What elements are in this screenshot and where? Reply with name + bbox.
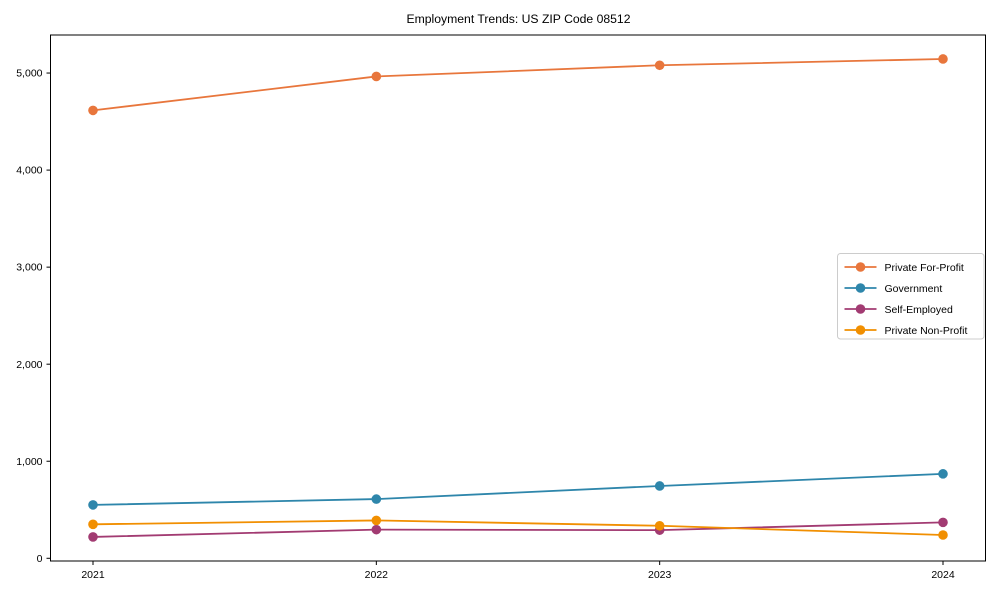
legend-marker-government xyxy=(855,283,866,293)
x-tick-label: 2022 xyxy=(365,569,389,581)
legend-label-private-non-profit: Private Non-Profit xyxy=(885,325,968,337)
legend-label-self-employed: Self-Employed xyxy=(885,304,953,316)
series-marker-private-for-profit xyxy=(938,54,948,64)
y-tick-label: 2,000 xyxy=(16,359,42,371)
legend-label-government: Government xyxy=(885,283,943,295)
series-marker-government xyxy=(371,494,382,504)
legend-marker-private-non-profit xyxy=(855,325,866,335)
x-tick-label: 2024 xyxy=(931,569,955,581)
legend-marker-private-for-profit xyxy=(855,262,866,272)
y-tick-label: 3,000 xyxy=(16,262,42,274)
series-line-private-for-profit xyxy=(92,58,944,112)
series-marker-private-non-profit xyxy=(88,519,98,530)
y-tick-label: 0 xyxy=(37,553,43,565)
series-marker-private-non-profit xyxy=(371,515,382,526)
x-tick-label: 2023 xyxy=(648,569,672,581)
chart-title: Employment Trends: US ZIP Code 08512 xyxy=(406,12,631,26)
series-marker-self-employed xyxy=(371,524,382,535)
series-marker-private-for-profit xyxy=(88,105,98,116)
legend-box xyxy=(837,253,985,340)
series-marker-private-non-profit xyxy=(938,530,948,540)
series-marker-government xyxy=(88,500,98,510)
series-marker-self-employed xyxy=(88,532,98,542)
series-line-private-non-profit xyxy=(92,519,944,536)
y-tick-label: 4,000 xyxy=(16,165,42,177)
series-marker-private-for-profit xyxy=(654,60,665,71)
series-line-self-employed xyxy=(92,521,944,538)
y-tick-label: 1,000 xyxy=(16,456,42,468)
legend-label-private-for-profit: Private For-Profit xyxy=(885,262,964,274)
plot-frame xyxy=(50,34,986,562)
y-tick-label: 5,000 xyxy=(16,68,42,80)
series-marker-private-for-profit xyxy=(371,71,382,82)
series-marker-self-employed xyxy=(938,517,948,528)
series-marker-government xyxy=(938,469,948,479)
x-tick-label: 2021 xyxy=(81,569,105,581)
series-line-government xyxy=(92,472,944,506)
legend-marker-self-employed xyxy=(855,304,866,314)
series-marker-private-non-profit xyxy=(654,520,665,531)
series-marker-government xyxy=(654,481,665,491)
